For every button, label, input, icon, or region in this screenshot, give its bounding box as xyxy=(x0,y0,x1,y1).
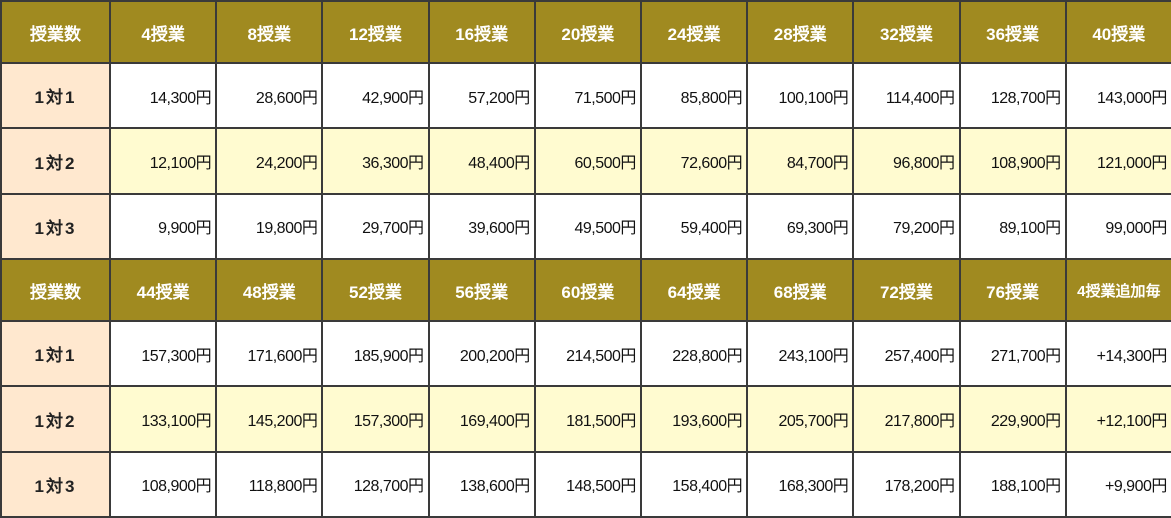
column-header: 36授業 xyxy=(958,0,1067,65)
price-cell: 193,600円 xyxy=(639,385,749,453)
price-cell: 188,100円 xyxy=(958,450,1067,518)
price-cell: 29,700円 xyxy=(321,192,430,260)
header-row: 授業数 44授業 48授業 52授業 56授業 60授業 64授業 68授業 7… xyxy=(0,257,1171,323)
price-cell: 214,500円 xyxy=(533,320,642,388)
column-header: 32授業 xyxy=(852,0,961,65)
price-cell: 229,900円 xyxy=(958,385,1067,453)
column-header: 20授業 xyxy=(533,0,642,65)
price-cell: 145,200円 xyxy=(215,385,324,453)
price-cell: 257,400円 xyxy=(852,320,961,388)
price-cell: 99,000円 xyxy=(1064,192,1171,260)
column-header: 44授業 xyxy=(108,257,218,323)
column-header: 12授業 xyxy=(321,0,430,65)
price-cell: 158,400円 xyxy=(639,450,749,518)
price-cell: 128,700円 xyxy=(321,450,430,518)
table-row: 1対3 108,900円 118,800円 128,700円 138,600円 … xyxy=(0,450,1171,518)
header-label: 授業数 xyxy=(0,0,111,65)
column-header: 8授業 xyxy=(215,0,324,65)
row-label: 1対2 xyxy=(0,127,111,195)
price-cell: 9,900円 xyxy=(108,192,218,260)
table-row: 1対1 157,300円 171,600円 185,900円 200,200円 … xyxy=(0,320,1171,388)
price-cell: 200,200円 xyxy=(427,320,536,388)
column-header: 60授業 xyxy=(533,257,642,323)
price-cell: 121,000円 xyxy=(1064,127,1171,195)
column-header: 72授業 xyxy=(852,257,961,323)
column-header: 28授業 xyxy=(746,0,855,65)
price-cell: 228,800円 xyxy=(639,320,749,388)
column-header: 16授業 xyxy=(427,0,536,65)
column-header: 68授業 xyxy=(746,257,855,323)
column-header: 48授業 xyxy=(215,257,324,323)
price-cell: 28,600円 xyxy=(215,62,324,130)
price-cell: 271,700円 xyxy=(958,320,1067,388)
price-cell: 181,500円 xyxy=(533,385,642,453)
price-cell: 133,100円 xyxy=(108,385,218,453)
column-header: 76授業 xyxy=(958,257,1067,323)
price-cell: 148,500円 xyxy=(533,450,642,518)
table-row: 1対2 133,100円 145,200円 157,300円 169,400円 … xyxy=(0,385,1171,453)
price-cell: 59,400円 xyxy=(639,192,749,260)
price-cell: 128,700円 xyxy=(958,62,1067,130)
price-cell: 89,100円 xyxy=(958,192,1067,260)
price-cell: 39,600円 xyxy=(427,192,536,260)
price-cell: +12,100円 xyxy=(1064,385,1171,453)
row-label: 1対2 xyxy=(0,385,111,453)
price-cell: 57,200円 xyxy=(427,62,536,130)
table-row: 1対3 9,900円 19,800円 29,700円 39,600円 49,50… xyxy=(0,192,1171,260)
table-row: 1対1 14,300円 28,600円 42,900円 57,200円 71,5… xyxy=(0,62,1171,130)
row-label: 1対3 xyxy=(0,450,111,518)
price-cell: 138,600円 xyxy=(427,450,536,518)
price-cell: 24,200円 xyxy=(215,127,324,195)
column-header: 4授業追加毎 xyxy=(1064,257,1171,323)
price-cell: 178,200円 xyxy=(852,450,961,518)
price-cell: 185,900円 xyxy=(321,320,430,388)
price-cell: 72,600円 xyxy=(639,127,749,195)
price-cell: 168,300円 xyxy=(746,450,855,518)
price-cell: 118,800円 xyxy=(215,450,324,518)
column-header: 64授業 xyxy=(639,257,749,323)
header-label: 授業数 xyxy=(0,257,111,323)
price-cell: 12,100円 xyxy=(108,127,218,195)
price-cell: 108,900円 xyxy=(108,450,218,518)
price-cell: 96,800円 xyxy=(852,127,961,195)
price-cell: 48,400円 xyxy=(427,127,536,195)
price-cell: 217,800円 xyxy=(852,385,961,453)
price-cell: 42,900円 xyxy=(321,62,430,130)
price-cell: 100,100円 xyxy=(746,62,855,130)
price-cell: +9,900円 xyxy=(1064,450,1171,518)
price-cell: 114,400円 xyxy=(852,62,961,130)
price-cell: 85,800円 xyxy=(639,62,749,130)
price-cell: 49,500円 xyxy=(533,192,642,260)
price-cell: 60,500円 xyxy=(533,127,642,195)
column-header: 56授業 xyxy=(427,257,536,323)
price-cell: 84,700円 xyxy=(746,127,855,195)
price-cell: 36,300円 xyxy=(321,127,430,195)
price-cell: +14,300円 xyxy=(1064,320,1171,388)
price-cell: 14,300円 xyxy=(108,62,218,130)
column-header: 24授業 xyxy=(639,0,749,65)
table-row: 1対2 12,100円 24,200円 36,300円 48,400円 60,5… xyxy=(0,127,1171,195)
price-cell: 143,000円 xyxy=(1064,62,1171,130)
price-cell: 171,600円 xyxy=(215,320,324,388)
price-cell: 169,400円 xyxy=(427,385,536,453)
column-header: 4授業 xyxy=(108,0,218,65)
price-cell: 79,200円 xyxy=(852,192,961,260)
price-cell: 205,700円 xyxy=(746,385,855,453)
row-label: 1対1 xyxy=(0,62,111,130)
price-cell: 69,300円 xyxy=(746,192,855,260)
column-header: 52授業 xyxy=(321,257,430,323)
price-cell: 157,300円 xyxy=(108,320,218,388)
price-cell: 157,300円 xyxy=(321,385,430,453)
price-cell: 19,800円 xyxy=(215,192,324,260)
header-row: 授業数 4授業 8授業 12授業 16授業 20授業 24授業 28授業 32授… xyxy=(0,0,1171,65)
price-cell: 71,500円 xyxy=(533,62,642,130)
column-header: 40授業 xyxy=(1064,0,1171,65)
price-cell: 108,900円 xyxy=(958,127,1067,195)
row-label: 1対1 xyxy=(0,320,111,388)
row-label: 1対3 xyxy=(0,192,111,260)
price-cell: 243,100円 xyxy=(746,320,855,388)
